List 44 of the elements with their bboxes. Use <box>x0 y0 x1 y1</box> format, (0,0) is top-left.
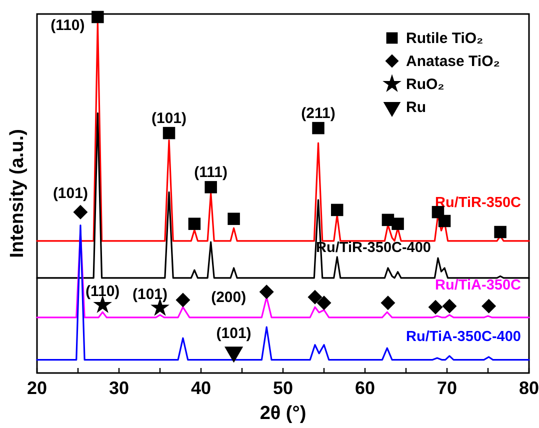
point <box>482 298 496 314</box>
point <box>438 214 451 228</box>
legend-label: Rutile TiO₂ <box>406 30 484 46</box>
point <box>428 300 443 314</box>
point <box>392 218 404 230</box>
point <box>316 296 332 310</box>
series-label: Ru/TiR-350C <box>435 194 522 211</box>
point <box>312 122 324 134</box>
x-tick-label: 60 <box>354 378 376 398</box>
point <box>259 284 274 300</box>
point <box>380 296 396 310</box>
annotation: (110) <box>86 282 120 300</box>
x-axis-title: 2θ (°) <box>260 403 306 424</box>
x-tick-label: 80 <box>518 378 539 398</box>
series-label: Ru/TiA-350C <box>435 277 522 294</box>
point <box>73 204 88 220</box>
point <box>308 290 322 304</box>
annotation: (101) <box>216 324 252 342</box>
x-tick-label: 20 <box>26 378 48 398</box>
x-tick-label: 70 <box>436 378 458 398</box>
legend-label: Ru <box>406 98 426 116</box>
y-axis-title: Intensity (a.u.) <box>7 129 28 258</box>
point <box>204 181 217 194</box>
annotation: (211) <box>301 104 336 122</box>
point <box>176 292 190 308</box>
series-label: Ru/TiA-350C-400 <box>406 328 521 345</box>
point <box>494 226 506 238</box>
x-tick-label: 40 <box>190 378 212 398</box>
annotation: (111) <box>194 164 228 181</box>
annotation: (110) <box>50 16 85 34</box>
point <box>92 10 104 24</box>
annotation: (101) <box>152 110 187 127</box>
x-tick-label: 50 <box>272 378 294 398</box>
annotation: (200) <box>211 288 246 306</box>
point <box>442 298 457 314</box>
x-tick-label: 30 <box>108 378 130 398</box>
annotation: (101) <box>132 285 168 302</box>
legend-label: Anatase TiO₂ <box>406 52 500 70</box>
point <box>188 218 201 230</box>
point <box>162 126 176 140</box>
point <box>228 212 240 225</box>
legend-label: RuO₂ <box>406 76 444 92</box>
point <box>330 204 344 216</box>
annotation: (101) <box>52 184 88 202</box>
